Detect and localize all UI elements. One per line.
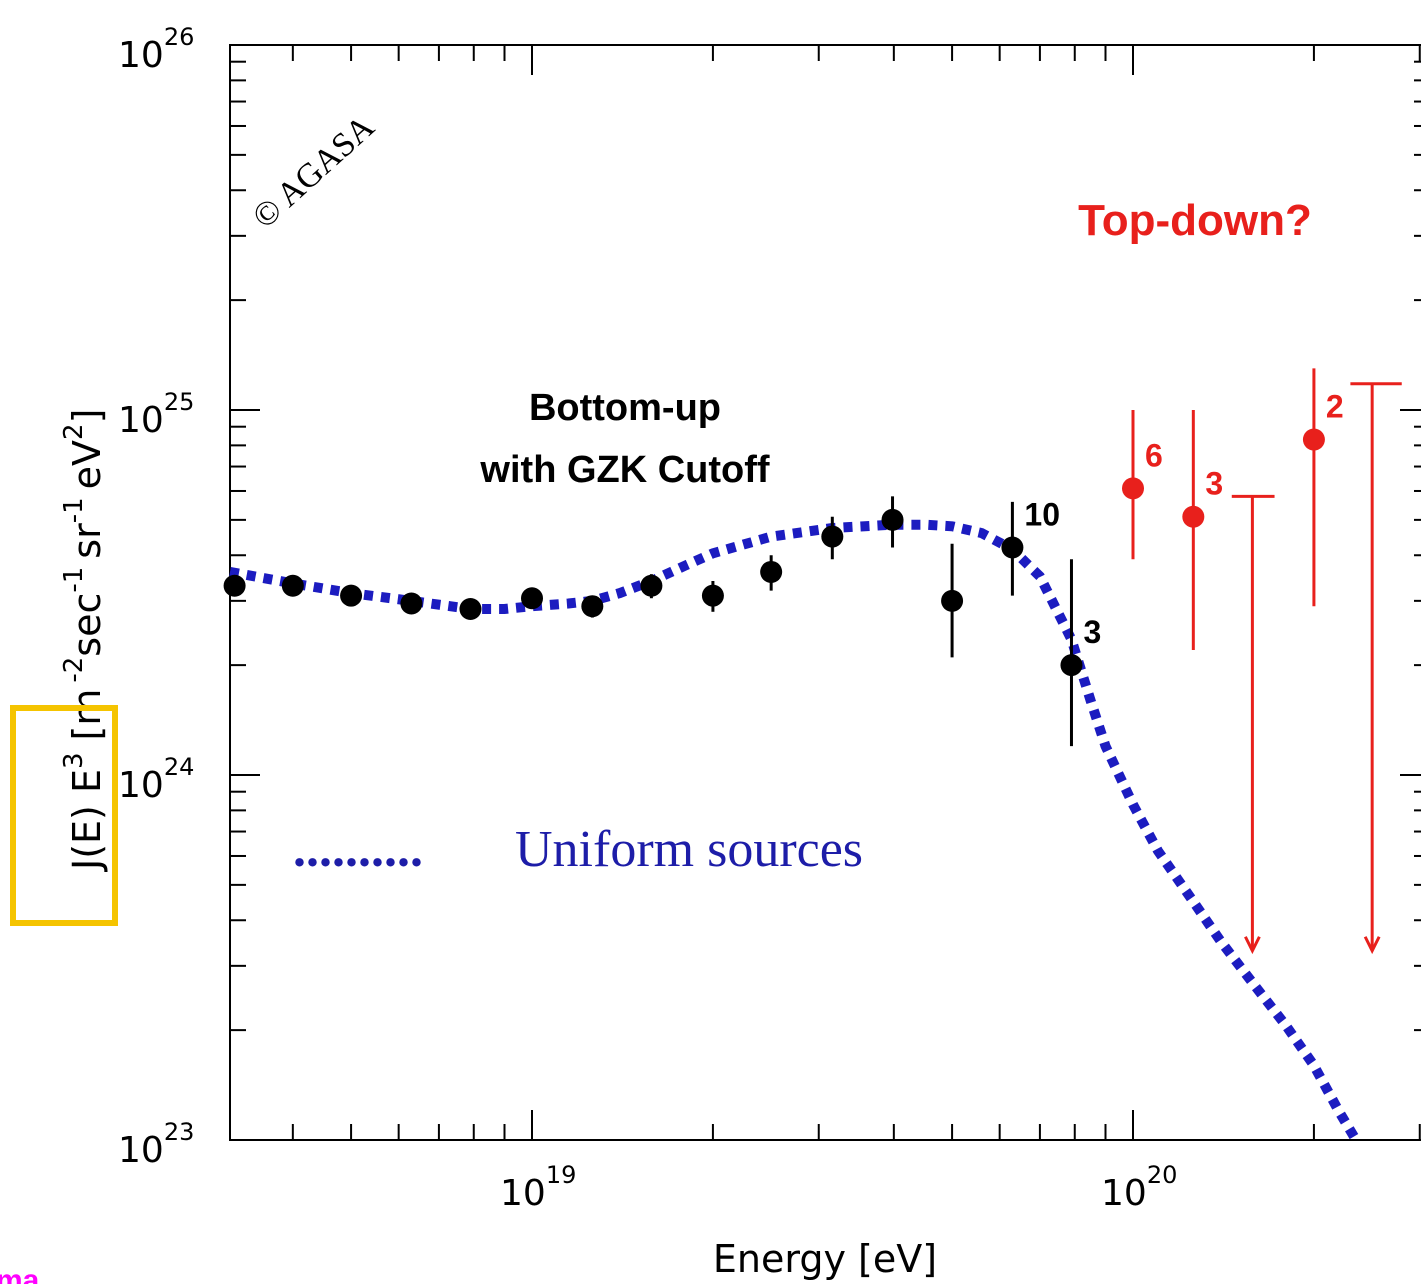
agasa-point [1060,654,1083,677]
y-tick-label: 1024 [118,753,194,806]
x-tick-label-exp: 19 [546,1161,577,1189]
x-tick-label-base: 10 [500,1173,546,1214]
y-tick-label-exp: 23 [164,1118,195,1146]
agasa-point [821,525,844,548]
minor-ticks [230,45,1421,1141]
agasa-point [760,560,783,583]
agasa-point [281,574,304,597]
agasa-point [881,508,904,531]
y-axis-title-unit-close: ] [65,409,109,424]
x-tick-labels: 1019 1020 [500,1161,1177,1214]
y-axis-title-unit-sr: sr [65,523,109,559]
y-tick-label-base: 10 [118,400,164,441]
y-axis-title-unit-exp3: -1 [59,497,89,523]
y-axis-title-unit-exp2: -1 [59,567,89,593]
highest-energy-point [1182,505,1205,528]
agasa-point [223,574,246,597]
y-axis-title-unit-exp4: 2 [59,423,89,440]
agasa-copyright: © AGASA [246,108,382,236]
highest-energy-point [1302,428,1325,451]
ylabel-highlight-box [10,705,118,926]
agasa-event-count: 10 [1024,497,1060,533]
x-axis-title: Energy [eV] [713,1237,937,1281]
y-tick-label: 1023 [118,1118,194,1171]
highest-energy-event-count: 6 [1145,437,1163,473]
highest-energy-event-count: 3 [1205,466,1223,502]
y-tick-label-exp: 24 [164,753,195,781]
top-down-label: Top-down? [1078,196,1312,245]
highest-energy-event-count: 2 [1326,389,1344,425]
x-tick-label-base: 10 [1101,1173,1147,1214]
y-tick-label: 1026 [118,23,194,76]
agasa-point [340,584,363,607]
cropped-magenta-text: ma [0,1264,40,1284]
y-tick-label-base: 10 [118,1130,164,1171]
x-tick-label-exp: 20 [1147,1161,1178,1189]
agasa-point [1001,536,1024,559]
svg-text:J(E) E3[m-2sec-1sr-1eV2]: J(E) E3[m-2sec-1sr-1eV2] [59,409,109,872]
y-tick-label-base: 10 [118,765,164,806]
gzk-cutoff-label: with GZK Cutoff [479,449,769,491]
agasa-point [941,589,964,612]
legend-uniform-sources: Uniform sources [515,821,863,878]
agasa-event-count: 3 [1083,614,1101,650]
upper-limit-arrow-head [1363,936,1381,955]
bottom-up-label: Bottom-up [529,387,721,429]
y-axis-title-exp: 3 [59,752,89,769]
y-axis-title-unit-exp1: -2 [59,657,89,683]
y-tick-label-base: 10 [118,35,164,76]
agasa-point [581,595,604,618]
y-tick-label-exp: 26 [164,23,195,51]
y-axis-title-boxed: J(E) E [65,769,109,872]
x-tick-label: 1019 [500,1161,576,1214]
y-axis-title-unit-open: [m [65,689,109,741]
agasa-point [701,584,724,607]
agasa-point [640,574,663,597]
x-tick-label: 1020 [1101,1161,1177,1214]
y-tick-label-exp: 25 [164,388,195,416]
y-tick-label: 1025 [118,388,194,441]
agasa-point [400,592,423,615]
data-points: 10 3 6 3 2 [223,368,1402,955]
y-axis-title-unit-ev: eV [65,440,109,489]
y-axis-title: J(E) E3[m-2sec-1sr-1eV2] [59,409,109,872]
upper-limit-arrow-head [1244,936,1261,955]
y-axis-title-unit-sec: sec [65,593,109,657]
highest-energy-point [1122,477,1144,500]
agasa-point [521,587,543,610]
legend-marker: .......... [293,821,423,878]
agasa-point [459,597,482,620]
